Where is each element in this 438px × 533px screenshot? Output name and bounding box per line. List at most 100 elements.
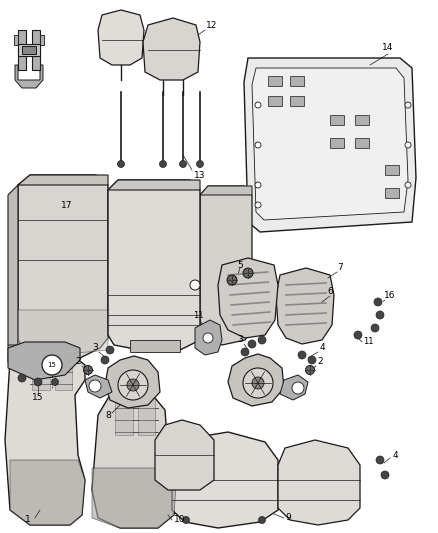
Circle shape (292, 382, 304, 394)
Polygon shape (290, 96, 304, 106)
Polygon shape (200, 186, 252, 345)
Polygon shape (155, 420, 214, 490)
Circle shape (376, 311, 384, 319)
Text: 2: 2 (75, 358, 81, 367)
Polygon shape (268, 76, 282, 86)
Circle shape (227, 275, 237, 285)
Circle shape (255, 182, 261, 188)
Circle shape (255, 142, 261, 148)
Circle shape (118, 370, 148, 400)
Circle shape (117, 160, 124, 167)
Polygon shape (8, 342, 80, 380)
Circle shape (374, 298, 382, 306)
Circle shape (255, 102, 261, 108)
Polygon shape (10, 460, 85, 525)
Text: 7: 7 (337, 263, 343, 272)
Polygon shape (8, 345, 30, 370)
Polygon shape (385, 188, 399, 198)
Polygon shape (355, 138, 369, 148)
Polygon shape (18, 30, 26, 70)
Circle shape (241, 348, 249, 356)
Polygon shape (98, 10, 144, 65)
Circle shape (106, 346, 114, 354)
Polygon shape (108, 180, 200, 190)
Polygon shape (40, 35, 44, 45)
Text: 4: 4 (392, 450, 398, 459)
Polygon shape (8, 185, 18, 358)
Polygon shape (244, 58, 416, 232)
Circle shape (258, 336, 266, 344)
Polygon shape (276, 268, 334, 344)
Text: 4: 4 (319, 343, 325, 352)
Circle shape (305, 366, 314, 375)
Text: 15: 15 (48, 362, 57, 368)
Text: 10: 10 (174, 515, 186, 524)
Text: 5: 5 (237, 261, 243, 270)
Text: 12: 12 (206, 21, 218, 30)
Circle shape (42, 355, 62, 375)
Polygon shape (290, 76, 304, 86)
Polygon shape (18, 175, 108, 185)
Polygon shape (92, 468, 176, 528)
Text: 8: 8 (105, 410, 111, 419)
Polygon shape (278, 440, 360, 525)
Circle shape (197, 160, 204, 167)
Circle shape (252, 377, 264, 389)
Polygon shape (18, 44, 40, 56)
Text: 3: 3 (237, 335, 243, 344)
Circle shape (243, 368, 273, 398)
Circle shape (298, 351, 306, 359)
Circle shape (52, 378, 59, 385)
Polygon shape (130, 340, 180, 352)
Text: 2: 2 (317, 358, 323, 367)
Circle shape (127, 379, 139, 391)
Polygon shape (330, 138, 344, 148)
Polygon shape (172, 432, 278, 528)
Polygon shape (22, 46, 36, 54)
Circle shape (18, 374, 26, 382)
Polygon shape (32, 355, 50, 390)
Circle shape (255, 202, 261, 208)
Text: 14: 14 (382, 44, 394, 52)
Text: 3: 3 (92, 343, 98, 352)
Circle shape (203, 333, 213, 343)
Polygon shape (138, 398, 155, 435)
Polygon shape (85, 375, 112, 398)
Polygon shape (385, 165, 399, 175)
Circle shape (248, 340, 256, 348)
Polygon shape (15, 65, 43, 88)
Circle shape (258, 516, 265, 523)
Circle shape (183, 516, 190, 523)
Text: 11: 11 (363, 337, 373, 346)
Polygon shape (200, 186, 252, 195)
Text: 15: 15 (32, 393, 44, 402)
Polygon shape (105, 356, 160, 408)
Text: 9: 9 (285, 513, 291, 522)
Polygon shape (228, 354, 284, 406)
Polygon shape (268, 96, 282, 106)
Polygon shape (32, 30, 40, 70)
Circle shape (371, 324, 379, 332)
Circle shape (405, 102, 411, 108)
Text: 16: 16 (384, 290, 396, 300)
Polygon shape (195, 320, 222, 355)
Polygon shape (14, 35, 18, 45)
Polygon shape (252, 68, 408, 220)
Polygon shape (18, 310, 108, 358)
Circle shape (84, 366, 92, 375)
Polygon shape (143, 18, 200, 80)
Polygon shape (218, 258, 278, 338)
Text: 6: 6 (327, 287, 333, 296)
Text: 13: 13 (194, 171, 206, 180)
Circle shape (405, 142, 411, 148)
Circle shape (354, 331, 362, 339)
Polygon shape (18, 175, 108, 358)
Circle shape (405, 182, 411, 188)
Polygon shape (355, 115, 369, 125)
Polygon shape (5, 345, 85, 525)
Text: 17: 17 (61, 200, 73, 209)
Polygon shape (330, 115, 344, 125)
Polygon shape (55, 355, 72, 390)
Circle shape (101, 356, 109, 364)
Text: 1: 1 (25, 515, 31, 524)
